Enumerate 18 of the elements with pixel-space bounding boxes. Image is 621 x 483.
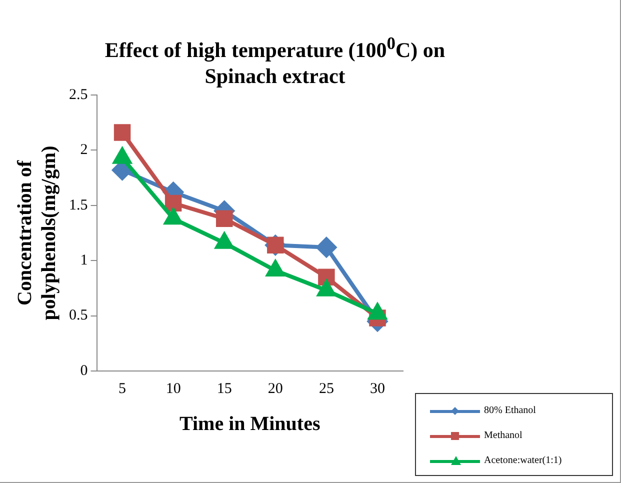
y-tick-label: 2.5: [69, 86, 88, 103]
x-axis-title: Time in Minutes: [179, 413, 320, 436]
x-tick-label: 15: [216, 380, 232, 397]
y-tick-label: 0.5: [69, 308, 88, 324]
x-tick-label: 10: [166, 380, 181, 397]
y-tick-label: 1: [80, 252, 88, 269]
y-tick-label: 2: [80, 142, 88, 158]
legend-label: Methanol: [484, 430, 522, 441]
y-tick-label: 1.5: [69, 197, 88, 214]
legend-label: Acetone:water(1:1): [484, 455, 562, 466]
x-tick-label: 25: [318, 380, 334, 397]
chart-title: Effect of high temperature (100$^{0}$C) on Spinach extract: [104, 33, 446, 88]
x-tick-label: 5: [118, 380, 126, 397]
legend-label: 80% Ethanol: [484, 405, 536, 416]
x-tick-label: 20: [268, 380, 283, 397]
x-tick-label: 30: [370, 380, 385, 397]
y-tick-label: 0: [80, 362, 88, 379]
y-axis-title: Concentration of polyphenols(mg/gm): [14, 146, 60, 320]
